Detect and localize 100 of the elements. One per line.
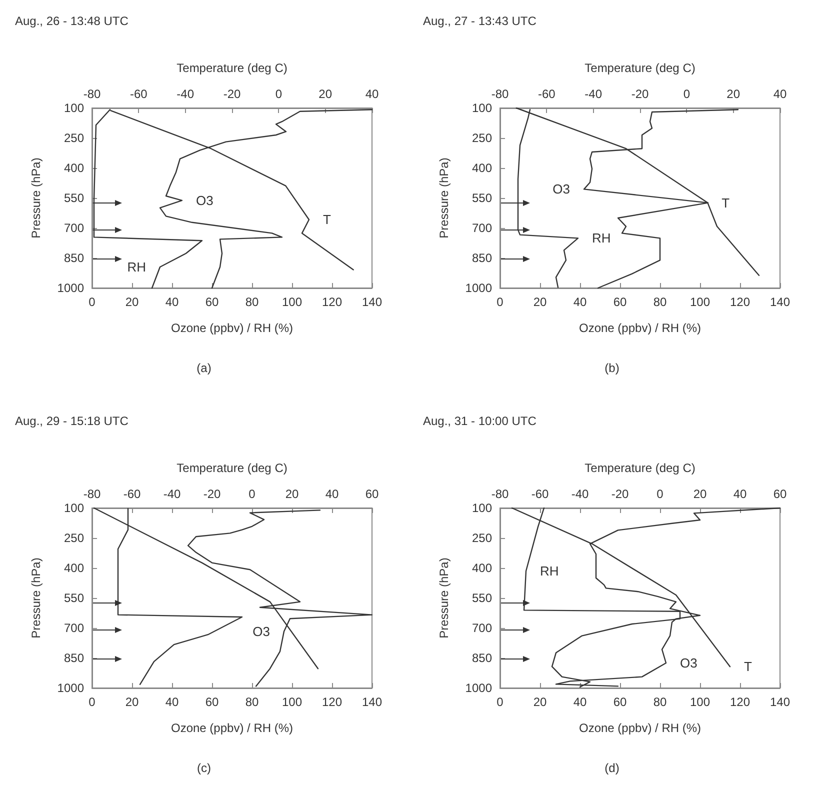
y-axis-title: Pressure (hPa) [437,158,451,238]
x2-tick-label: 20 [285,487,299,501]
x-tick-label: 80 [245,295,259,309]
x2-tick-label: -80 [491,487,509,501]
x2-tick-label: -40 [176,87,194,101]
x2-tick-label: -80 [83,87,101,101]
y-tick-label: 100 [64,101,84,115]
x-tick-label: 20 [125,295,139,309]
y-tick-label: 400 [472,161,492,175]
x-tick-label: 60 [613,295,627,309]
y-tick-label: 250 [64,131,84,145]
x-tick-label: 20 [125,695,139,709]
y-tick-label: 250 [472,531,492,545]
x2-axis-title: Temperature (deg C) [584,461,696,475]
x2-tick-label: 0 [683,87,690,101]
x2-axis-title: Temperature (deg C) [176,61,288,75]
x2-tick-label: -60 [130,87,148,101]
series-label: O3 [680,656,698,670]
series-label: O3 [252,624,270,639]
y-tick-label: 1000 [465,281,492,295]
x-axis-title: Ozone (ppbv) / RH (%) [170,321,294,335]
x2-tick-label: -60 [538,87,556,101]
x2-tick-label: -20 [611,487,629,501]
x-axis-title: Ozone (ppbv) / RH (%) [578,721,702,735]
x-tick-label: 60 [205,295,219,309]
y-tick-label: 100 [472,501,492,515]
y-axis-title: Pressure (hPa) [437,558,451,638]
y-tick-label: 400 [64,161,84,175]
chart-title: Aug., 31 - 10:00 UTC [423,414,537,428]
x-tick-label: 140 [770,295,790,309]
x-tick-label: 40 [573,295,587,309]
x2-tick-label: -40 [163,487,181,501]
x2-tick-label: 20 [318,87,332,101]
x-tick-label: 40 [165,295,179,309]
x2-tick-label: 20 [726,87,740,101]
y-tick-label: 700 [472,621,492,635]
y-tick-label: 100 [472,101,492,115]
text: (b) [604,361,620,375]
legend-label: RH [127,260,146,274]
x-tick-label: 100 [282,295,302,309]
x-tick-label: 40 [573,695,587,709]
series-label: O3 [196,192,214,208]
y-tick-label: 700 [64,621,84,635]
y-tick-label: 550 [472,191,492,205]
x-tick-label: 120 [730,295,750,309]
chart-title: Aug., 27 - 13:43 UTC [423,14,537,28]
series-label: T [744,659,752,674]
x2-tick-label: -60 [531,487,549,501]
y-tick-label: 850 [64,251,84,265]
x-tick-label: 20 [533,295,547,309]
x-tick-label: 120 [322,295,342,309]
chart-title: Aug., 29 - 15:18 UTC [15,414,129,428]
x-tick-label: 100 [690,295,710,309]
x2-tick-label: 60 [773,487,787,501]
y-tick-label: 1000 [57,281,84,295]
x2-tick-label: -80 [491,87,509,101]
x2-tick-label: 0 [275,87,282,101]
x2-tick-label: 60 [365,487,379,501]
x-tick-label: 0 [88,295,96,309]
text: (c) [197,761,212,775]
y-tick-label: 1000 [57,681,84,695]
y-axis-title: Pressure (hPa) [29,558,43,638]
x-tick-label: 60 [205,695,219,709]
x-tick-label: 120 [322,695,342,709]
x2-axis-title: Temperature (deg C) [176,461,288,475]
x2-tick-label: 40 [733,487,747,501]
y-tick-label: 250 [472,131,492,145]
text: (a) [196,361,212,375]
y-tick-label: 850 [472,651,492,665]
x-tick-label: 140 [362,295,382,309]
x-tick-label: 120 [730,695,750,709]
x2-tick-label: 20 [693,487,707,501]
y-tick-label: 850 [64,651,84,665]
series-label: O3 [552,182,570,197]
x-tick-label: 0 [88,695,96,709]
chart-title: Aug., 26 - 13:48 UTC [15,14,129,28]
x-tick-label: 80 [653,695,667,709]
y-tick-label: 100 [64,501,84,515]
x-tick-label: 100 [690,695,710,709]
text: (d) [604,761,620,775]
y-tick-label: 550 [64,191,84,205]
x-tick-label: 80 [245,695,259,709]
y-tick-label: 700 [472,221,492,235]
y-tick-label: 700 [64,221,84,235]
x2-axis-title: Temperature (deg C) [584,61,696,75]
y-tick-label: 250 [64,531,84,545]
series-label: RH [592,230,611,246]
x2-tick-label: -60 [123,487,141,501]
x-tick-label: 0 [496,695,504,709]
x-tick-label: 60 [613,695,627,709]
x-tick-label: 0 [496,295,504,309]
x-tick-label: 140 [770,695,790,709]
y-tick-label: 400 [472,561,492,575]
x2-tick-label: -20 [223,87,241,101]
x-tick-label: 20 [533,695,547,709]
x2-tick-label: -20 [203,487,221,501]
x2-tick-label: 40 [365,87,379,101]
x2-tick-label: 0 [656,487,664,501]
y-tick-label: 550 [472,591,492,605]
x-tick-label: 100 [282,695,302,709]
